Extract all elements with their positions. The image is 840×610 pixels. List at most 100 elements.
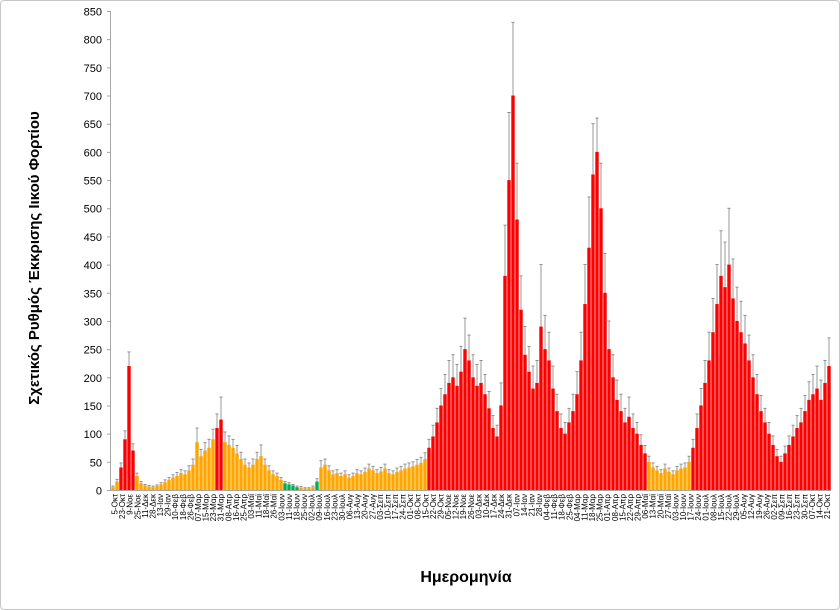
error-bar xyxy=(235,445,239,454)
error-bar xyxy=(647,455,651,462)
error-bar xyxy=(227,435,231,445)
error-bar xyxy=(371,465,375,471)
error-bar xyxy=(411,461,415,467)
bar xyxy=(771,444,775,490)
error-bar xyxy=(415,459,419,465)
error-bar xyxy=(795,415,799,429)
bar xyxy=(295,487,299,490)
error-bar xyxy=(811,374,815,395)
error-bar xyxy=(563,421,567,434)
y-tick-label: 500 xyxy=(84,204,102,216)
x-tick-label: 03-Σεπ xyxy=(376,494,385,520)
bar xyxy=(219,419,223,490)
bar xyxy=(111,487,115,490)
error-bar xyxy=(499,382,503,406)
bar xyxy=(155,486,159,490)
error-bar xyxy=(799,407,803,423)
x-tick-label: 02-Σεπ xyxy=(770,494,779,520)
x-axis-title: Ημερομηνία xyxy=(420,569,512,586)
bar xyxy=(371,470,375,490)
error-bar xyxy=(519,275,523,310)
bar xyxy=(803,411,807,490)
y-axis-title: Σχετικός Ρυθμός Έκκρισης Ιικού Φορτίου xyxy=(26,111,43,405)
x-tick-label: 27-Αυγ xyxy=(368,494,377,519)
bar xyxy=(303,488,307,490)
x-tick-label: 03-Μαϊ xyxy=(247,494,256,519)
error-bar xyxy=(707,331,711,361)
error-bar xyxy=(691,438,695,448)
x-tick-label: 11-Μαϊ xyxy=(255,494,264,518)
bar xyxy=(363,471,367,490)
error-bar xyxy=(187,465,191,471)
error-bar xyxy=(275,472,279,476)
error-bar xyxy=(679,463,683,469)
x-tick-label: 15-Μαρ xyxy=(202,494,211,522)
bar xyxy=(187,470,191,490)
x-tick-label: 13-Ιαν xyxy=(156,494,165,516)
error-bar xyxy=(535,359,539,383)
error-bar xyxy=(439,388,443,406)
bar xyxy=(175,475,179,490)
bar xyxy=(639,444,643,490)
bar xyxy=(467,360,471,490)
bar xyxy=(575,394,579,490)
bar xyxy=(143,485,147,490)
error-bar xyxy=(767,421,771,434)
y-axis-ticks: 0 50 100 150 200 250 300 350 400 450 500 550 600 650 7… xyxy=(84,7,111,498)
bar xyxy=(395,471,399,490)
y-tick-label: 250 xyxy=(84,345,102,357)
bar xyxy=(479,382,483,490)
y-tick-label: 650 xyxy=(84,119,102,131)
error-bar xyxy=(671,470,675,475)
y-tick-label: 300 xyxy=(84,316,102,328)
x-tick-label: 24-Δεκ xyxy=(497,493,506,518)
x-tick-label: 23-Ιουλ xyxy=(330,494,339,521)
error-bar xyxy=(307,487,311,489)
x-tick-label: 29-Οκτ xyxy=(436,493,445,519)
x-tick-label: 25-Μαρ xyxy=(596,494,605,522)
x-tick-label: 9-Νοε xyxy=(126,494,135,515)
error-bar xyxy=(543,314,547,350)
error-bar xyxy=(779,455,783,462)
bar xyxy=(443,394,447,490)
bar xyxy=(655,470,659,490)
error-bar xyxy=(203,442,207,451)
error-bar xyxy=(127,351,131,367)
bar xyxy=(807,399,811,490)
bar xyxy=(339,475,343,490)
error-bar xyxy=(303,487,307,489)
error-bar xyxy=(167,477,171,480)
error-bar xyxy=(763,407,767,423)
error-bar xyxy=(179,469,183,474)
bar xyxy=(703,382,707,490)
error-bar xyxy=(527,345,531,372)
error-bar xyxy=(531,365,535,389)
error-bar xyxy=(463,317,467,350)
bar xyxy=(235,453,239,490)
error-bar xyxy=(579,331,583,361)
bar xyxy=(119,467,123,490)
x-tick-label: 11-Μαρ xyxy=(580,494,589,521)
bar xyxy=(527,371,531,490)
bar xyxy=(275,475,279,490)
y-tick-label: 350 xyxy=(84,288,102,300)
error-bar xyxy=(231,438,235,448)
error-bar xyxy=(363,467,367,472)
bar xyxy=(667,471,671,490)
error-bar xyxy=(467,334,471,361)
error-bar xyxy=(347,474,351,478)
bar xyxy=(207,447,211,490)
bar xyxy=(379,471,383,490)
error-bar xyxy=(183,470,187,475)
bar xyxy=(795,428,799,490)
bar xyxy=(631,428,635,490)
error-bar xyxy=(259,444,263,457)
error-bar xyxy=(687,455,691,462)
error-bar xyxy=(599,162,603,209)
bar xyxy=(507,180,511,490)
x-tick-label: 23-Οκτ xyxy=(118,493,127,519)
error-bar xyxy=(427,438,431,448)
bar xyxy=(239,459,243,490)
y-tick-label: 200 xyxy=(84,373,102,385)
x-tick-label: 08-Απρ xyxy=(611,494,620,521)
